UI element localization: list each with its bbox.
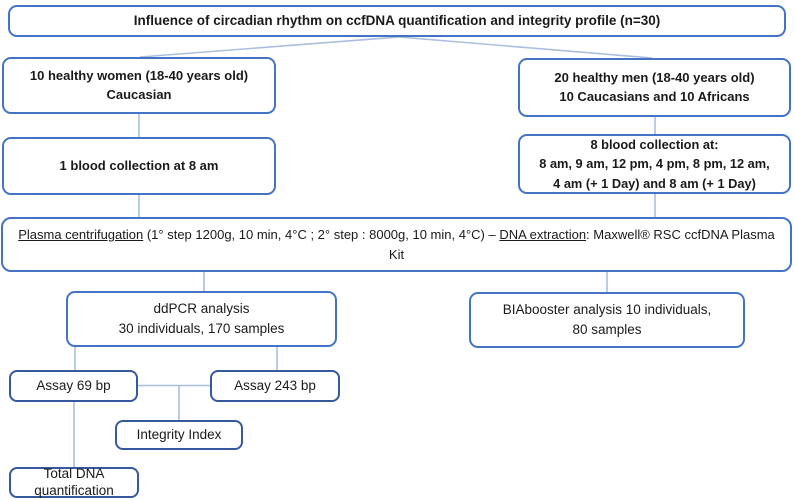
biabooster-line2: 80 samples bbox=[572, 322, 642, 337]
total-dna-line1: Total DNA bbox=[43, 466, 105, 482]
assay-69bp-box: Assay 69 bp bbox=[9, 370, 138, 402]
men-collection-line2: 8 am, 9 am, 12 pm, 4 pm, 8 pm, 12 am, bbox=[539, 156, 770, 172]
men-line2: 10 Caucasians and 10 Africans bbox=[559, 88, 750, 104]
women-line2: Caucasian bbox=[106, 86, 172, 102]
women-box: 10 healthy women (18-40 years old) Cauca… bbox=[2, 57, 276, 114]
total-dna-line2: quantification bbox=[34, 482, 114, 498]
integrity-index-label: Integrity Index bbox=[136, 426, 222, 442]
men-collection-box: 8 blood collection at: 8 am, 9 am, 12 pm… bbox=[518, 134, 791, 194]
extraction-details: : Maxwell® RSC ccfDNA Plasma Kit bbox=[388, 227, 775, 262]
processing-box: Plasma centrifugation (1° step 1200g, 10… bbox=[1, 217, 792, 272]
biabooster-line1: BIAbooster analysis 10 individuals, bbox=[502, 301, 712, 317]
men-collection-line3: 4 am (+ 1 Day) and 8 am (+ 1 Day) bbox=[553, 175, 756, 191]
men-line1: 20 healthy men (18-40 years old) bbox=[554, 69, 755, 85]
diagonal-connector-left bbox=[139, 36, 400, 58]
diagonal-connector-right bbox=[398, 36, 653, 59]
assay-243bp-box: Assay 243 bp bbox=[210, 370, 340, 402]
women-collection-box: 1 blood collection at 8 am bbox=[2, 137, 276, 195]
title-box: Influence of circadian rhythm on ccfDNA … bbox=[8, 5, 786, 37]
processing-text: Plasma centrifugation (1° step 1200g, 10… bbox=[11, 225, 782, 264]
assay-243bp-label: Assay 243 bp bbox=[234, 377, 316, 393]
plasma-centrifugation-label: Plasma centrifugation bbox=[18, 227, 144, 242]
ddpcr-line1: ddPCR analysis bbox=[153, 300, 250, 316]
dna-extraction-label: DNA extraction bbox=[499, 227, 587, 242]
assay-69bp-label: Assay 69 bp bbox=[36, 377, 111, 393]
biabooster-box: BIAbooster analysis 10 individuals, 80 s… bbox=[469, 292, 745, 348]
title-text: Influence of circadian rhythm on ccfDNA … bbox=[133, 13, 661, 29]
men-box: 20 healthy men (18-40 years old) 10 Cauc… bbox=[518, 58, 791, 117]
women-collection-text: 1 blood collection at 8 am bbox=[59, 157, 219, 173]
integrity-index-box: Integrity Index bbox=[115, 420, 243, 450]
ddpcr-line2: 30 individuals, 170 samples bbox=[118, 321, 285, 336]
men-collection-line1: 8 blood collection at: bbox=[590, 137, 719, 153]
centrifugation-details: (1° step 1200g, 10 min, 4°C ; 2° step : … bbox=[143, 227, 500, 242]
ddpcr-box: ddPCR analysis 30 individuals, 170 sampl… bbox=[66, 291, 337, 347]
total-dna-box: Total DNA quantification bbox=[9, 466, 139, 498]
women-line1: 10 healthy women (18-40 years old) bbox=[29, 67, 249, 83]
